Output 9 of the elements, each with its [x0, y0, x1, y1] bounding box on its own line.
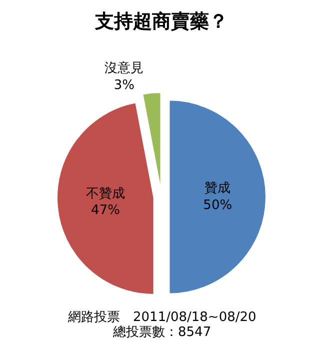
data-label: 47% — [91, 203, 120, 218]
text: 網路投票 2011/08/18~08/20 — [67, 310, 256, 325]
slice-label: 贊成 — [204, 181, 231, 196]
data-label: 50% — [203, 198, 232, 213]
slice-label: 沒意見 — [104, 61, 144, 76]
slice-label: 不贊成 — [86, 186, 126, 202]
chart-title: 支持超商賣藥？ — [94, 10, 228, 33]
text: 總投票數：8547 — [112, 325, 212, 340]
data-label: 3% — [114, 78, 134, 94]
